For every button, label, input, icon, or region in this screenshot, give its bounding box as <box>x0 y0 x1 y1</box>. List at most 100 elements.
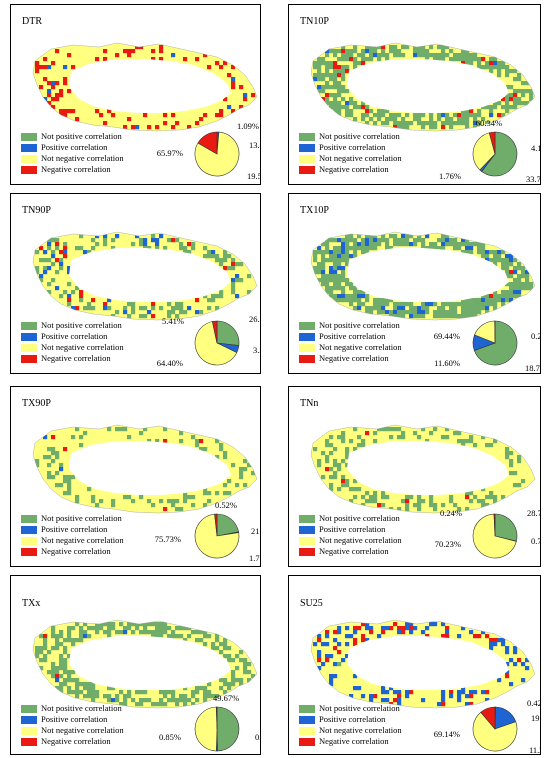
pie-label-not-positive: 0.42% <box>527 698 541 708</box>
map-cell-negative <box>63 113 68 118</box>
map-cell-not-positive <box>345 113 350 118</box>
map-cell-positive <box>505 646 510 651</box>
map-cell-not-positive <box>513 266 518 271</box>
map-cell-not-positive <box>39 258 44 263</box>
map-cell-not-positive <box>485 65 490 70</box>
map-cell-not-positive <box>449 238 454 243</box>
map-cell-not-positive <box>91 238 96 243</box>
map-cell-not-positive <box>151 634 156 639</box>
map-cell-not-positive <box>215 258 220 263</box>
map-cell-not-positive <box>43 258 48 263</box>
map-cell-not-positive <box>223 258 228 263</box>
map-cell-not-positive <box>489 302 494 307</box>
map-cell-not-positive <box>333 282 338 287</box>
map-cell-positive <box>55 678 60 683</box>
map-cell-negative <box>127 53 132 58</box>
map-cell-not-positive <box>123 427 128 432</box>
map-cell-not-positive <box>325 274 330 279</box>
map-cell-positive <box>329 266 334 271</box>
map-cell-not-positive <box>393 45 398 50</box>
map-cell-not-positive <box>405 113 410 118</box>
map-cell-positive <box>421 630 426 635</box>
map-cell-not-positive <box>211 646 216 651</box>
map-cell-not-positive <box>203 698 208 703</box>
map-cell-not-positive <box>481 117 486 122</box>
map-cell-not-positive <box>67 670 72 675</box>
map-cell-not-positive <box>235 654 240 659</box>
map-cell-positive <box>67 294 72 299</box>
map-cell-positive <box>337 642 342 647</box>
map-cell-positive <box>135 234 140 239</box>
pie-label-positive: 1.76% <box>439 171 461 181</box>
map-cell-not-positive <box>75 686 80 691</box>
map-cell-not-positive <box>219 258 224 263</box>
map-cell-positive <box>489 113 494 118</box>
legend-item-not-positive: Not positive correlation <box>21 703 124 714</box>
map-cell-not-positive <box>365 298 370 303</box>
map-cell-positive <box>397 690 402 695</box>
map-cell-not-positive <box>365 45 370 50</box>
map-cell-not-positive <box>135 702 140 707</box>
map-cell-not-positive <box>417 117 422 122</box>
legend-item-not-positive: Not positive correlation <box>21 131 124 142</box>
map-cell-not-positive <box>353 61 358 66</box>
map-cell-not-positive <box>95 630 100 635</box>
map-cell-not-positive <box>485 503 490 508</box>
map-cell-not-positive <box>329 475 334 480</box>
map-cell-not-positive <box>469 302 474 307</box>
map-cell-not-positive <box>345 463 350 468</box>
map-cell-not-positive <box>243 483 248 488</box>
map-cell-not-positive <box>83 686 88 691</box>
map-cell-not-positive <box>497 298 502 303</box>
map-cell-not-positive <box>377 306 382 311</box>
map-cell-negative <box>223 266 228 271</box>
map-cell-not-positive <box>211 642 216 647</box>
map-cell-negative <box>369 630 374 635</box>
map-cell-not-positive <box>521 282 526 287</box>
map-cell-not-positive <box>445 117 450 122</box>
map-cell-not-positive <box>79 690 84 695</box>
map-cell-not-positive <box>433 53 438 58</box>
map-cell-not-positive <box>405 125 410 130</box>
map-tx10p <box>310 231 536 321</box>
legend: Not positive correlation Positive correla… <box>21 513 124 557</box>
map-cell-not-positive <box>493 294 498 299</box>
map-cell-negative <box>171 125 176 130</box>
map-cell-not-positive <box>239 650 244 655</box>
map-cell-positive <box>525 270 530 275</box>
map-cell-not-positive <box>357 302 362 307</box>
map-cell-not-positive <box>389 246 394 251</box>
map-cell-not-positive <box>377 113 382 118</box>
map-cell-not-positive <box>317 463 322 468</box>
map-cell-positive <box>159 234 164 239</box>
map-cell-negative <box>215 61 220 66</box>
map-cell-not-positive <box>473 495 478 500</box>
map-cell-not-positive <box>397 314 402 319</box>
map-cell-positive <box>461 238 466 243</box>
map-cell-not-positive <box>107 626 112 631</box>
legend-item-negative: Negative correlation <box>21 736 124 747</box>
map-cell-not-positive <box>325 65 330 70</box>
map-cell-not-positive <box>243 662 248 667</box>
map-cell-not-positive <box>47 650 52 655</box>
map-cell-not-positive <box>337 262 342 267</box>
pie-label-not-negative: 18.76% <box>525 363 541 373</box>
map-cell-positive <box>349 254 354 259</box>
map-cell-not-positive <box>481 246 486 251</box>
map-cell-not-positive <box>175 626 180 631</box>
map-cell-negative <box>91 298 96 303</box>
map-cell-not-positive <box>207 254 212 259</box>
map-cell-not-positive <box>481 65 486 70</box>
legend-item-negative: Negative correlation <box>21 353 124 364</box>
map-cell-not-positive <box>175 314 180 319</box>
map-cell-not-positive <box>63 650 68 655</box>
map-cell-not-positive <box>441 234 446 239</box>
map-cell-negative <box>67 53 72 58</box>
map-cell-not-positive <box>517 101 522 106</box>
map-cell-not-positive <box>159 634 164 639</box>
map-cell-positive <box>317 666 322 671</box>
map-cell-not-positive <box>223 654 228 659</box>
map-cell-not-positive <box>341 254 346 259</box>
map-cell-not-positive <box>55 246 60 251</box>
map-cell-not-positive <box>123 698 128 703</box>
